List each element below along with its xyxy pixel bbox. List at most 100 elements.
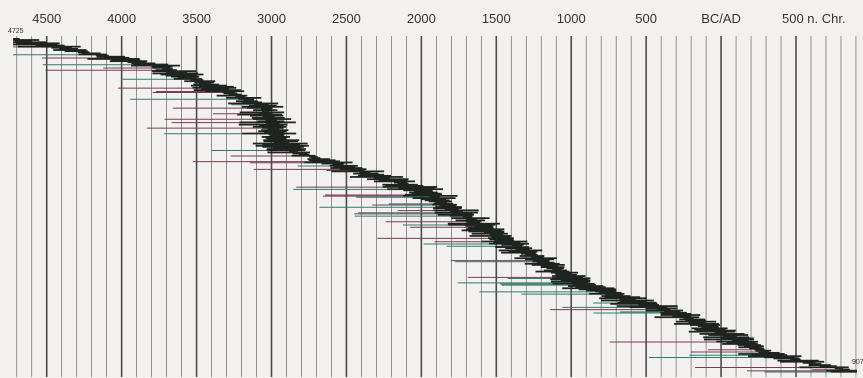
date-range-bar xyxy=(552,268,562,271)
date-range-bar xyxy=(530,256,544,258)
x-tick-label: 3500 xyxy=(182,11,211,26)
date-range-bar xyxy=(131,62,156,65)
date-range-bar xyxy=(77,51,90,54)
date-range-bar xyxy=(466,228,505,231)
x-tick-label: 1000 xyxy=(557,11,586,26)
date-range-bar xyxy=(261,135,290,138)
date-range-bar xyxy=(610,302,658,305)
date-range-bar xyxy=(53,49,87,51)
date-range-bar xyxy=(451,217,490,220)
date-range-bar xyxy=(349,169,365,172)
date-range-bar xyxy=(190,84,227,87)
date-range-bar xyxy=(201,88,230,90)
date-range-bar xyxy=(799,366,849,369)
date-range-bar xyxy=(435,206,463,208)
date-range-bar xyxy=(656,308,671,311)
date-range-bar xyxy=(654,316,700,319)
date-range-bar xyxy=(321,162,345,165)
date-range-bar xyxy=(831,370,857,373)
date-range-bar xyxy=(483,231,505,234)
date-range-bar xyxy=(467,221,481,224)
date-range-bar xyxy=(152,70,197,73)
date-range-bar xyxy=(263,131,285,134)
date-range-bar xyxy=(96,54,109,57)
date-range-bar xyxy=(731,339,749,342)
date-range-bar xyxy=(808,364,831,366)
date-range-bar xyxy=(701,326,720,329)
date-range-bar xyxy=(329,164,358,167)
date-range-bar xyxy=(524,262,560,265)
date-range-bar xyxy=(265,119,277,122)
date-range-bar xyxy=(373,180,416,183)
date-range-bar xyxy=(252,142,308,145)
date-range-bar xyxy=(333,166,356,168)
date-range-bar xyxy=(599,291,622,294)
date-range-bar xyxy=(465,220,481,223)
date-range-bar xyxy=(373,177,390,179)
date-range-bar xyxy=(13,43,58,46)
date-range-bar xyxy=(660,314,701,316)
date-range-bar xyxy=(239,121,296,124)
date-range-bar xyxy=(683,317,694,320)
date-range-bar xyxy=(755,349,772,352)
date-range-bar xyxy=(193,83,220,86)
date-range-bar xyxy=(738,353,785,355)
date-range-bar xyxy=(199,82,212,85)
date-range-bar xyxy=(703,336,750,339)
date-range-bar xyxy=(737,344,761,346)
date-range-bar xyxy=(273,141,290,144)
date-range-bar xyxy=(267,151,310,154)
date-range-bar xyxy=(578,288,617,291)
x-tick-label: 3000 xyxy=(257,11,286,26)
date-range-bar xyxy=(13,39,40,41)
date-range-bar xyxy=(190,79,204,81)
date-range-bar xyxy=(267,128,280,130)
date-range-bar xyxy=(550,271,578,274)
date-range-bar xyxy=(258,130,287,133)
date-range-bar xyxy=(109,60,148,63)
date-range-bar xyxy=(535,270,570,273)
date-range-bar xyxy=(64,50,88,53)
date-range-bar xyxy=(461,229,502,232)
date-range-bar xyxy=(409,191,438,194)
date-range-bar xyxy=(722,343,758,345)
date-range-bar xyxy=(165,74,196,77)
date-range-bar xyxy=(743,345,764,348)
date-range-bar xyxy=(619,298,636,301)
date-range-bar xyxy=(260,108,272,110)
date-range-bar xyxy=(270,134,284,137)
date-range-bar xyxy=(309,156,318,158)
date-range-bar xyxy=(162,68,173,70)
date-range-bar xyxy=(397,182,409,185)
date-range-bar xyxy=(160,73,204,76)
date-range-bar xyxy=(273,147,301,149)
date-range-bar xyxy=(571,281,589,284)
date-range-bar xyxy=(433,209,479,212)
date-range-bar xyxy=(763,356,795,359)
date-range-bar xyxy=(714,331,727,334)
x-tick-label: 4000 xyxy=(107,11,136,26)
date-range-bar xyxy=(263,140,299,143)
date-range-bar xyxy=(560,279,591,282)
date-range-bar xyxy=(664,310,681,313)
date-range-bar xyxy=(758,351,780,354)
date-range-bar xyxy=(252,125,287,128)
date-range-bar xyxy=(699,333,745,335)
date-range-bar xyxy=(259,124,284,127)
date-range-bar xyxy=(267,138,286,140)
date-range-bar xyxy=(393,181,408,184)
date-range-bar xyxy=(16,42,60,45)
date-range-bar xyxy=(292,152,308,155)
date-range-bar xyxy=(14,40,32,43)
date-range-bar xyxy=(685,319,706,322)
date-range-bar xyxy=(223,92,238,95)
date-range-bar xyxy=(481,240,528,243)
date-range-bar xyxy=(514,257,557,260)
date-range-bar xyxy=(525,258,555,261)
date-range-bar xyxy=(716,340,759,343)
date-range-bar xyxy=(404,193,443,196)
date-range-bar xyxy=(532,260,550,263)
date-range-bar xyxy=(152,66,171,69)
date-range-bar xyxy=(366,178,409,181)
